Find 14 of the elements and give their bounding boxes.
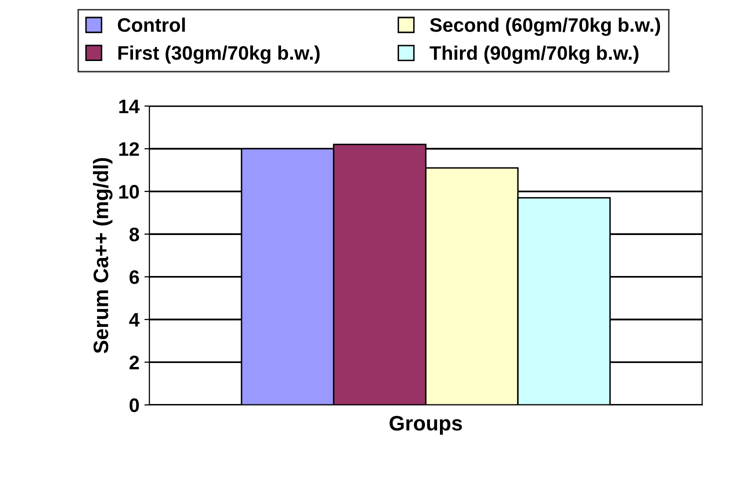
y-tick-label: 0 xyxy=(130,398,139,412)
legend-label: Second (60gm/70kg b.w.) xyxy=(430,18,660,36)
legend-label: First (30gm/70kg b.w.) xyxy=(118,46,320,64)
y-tick-label: 2 xyxy=(130,356,139,370)
y-tick-label: 4 xyxy=(129,313,140,327)
y-tick-label: 8 xyxy=(129,228,140,242)
y-tick-label: 14 xyxy=(119,100,140,114)
y-axis-title: Serum Ca++ (mg/dl) xyxy=(92,158,112,354)
y-tick-label: 10 xyxy=(119,184,139,199)
legend-label: Third (90gm/70kg b.w.) xyxy=(430,46,638,64)
legend-label: Control xyxy=(118,18,185,32)
x-axis-title: Groups xyxy=(390,416,462,435)
y-tick-label: 6 xyxy=(130,270,139,284)
y-tick-label: 12 xyxy=(119,142,139,156)
